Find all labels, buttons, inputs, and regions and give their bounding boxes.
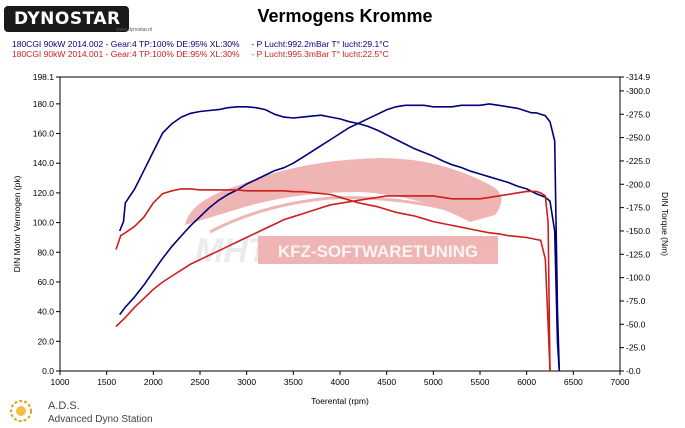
y2-tick-label: -250.0 <box>626 133 650 143</box>
y2-tick-label: -100.0 <box>626 273 650 283</box>
series-line-torque-run2 <box>115 188 551 372</box>
x-tick-label: 4500 <box>377 377 396 387</box>
x-tick-label: 1000 <box>51 377 70 387</box>
run-info-2: 180CGI 90kW 2014.001 - Gear:4 TP:100% DE… <box>12 49 389 59</box>
footer-name: A.D.S. <box>48 400 80 412</box>
y-tick-label: 60.0 <box>37 277 54 287</box>
watermark-banner: KFZ-SOFTWARETUNING <box>278 242 478 261</box>
y2-tick-label: -125.0 <box>626 249 650 259</box>
chart-title: Vermogens Kromme <box>257 6 433 26</box>
x-tick-label: 1500 <box>97 377 116 387</box>
x-tick-label: 6000 <box>517 377 536 387</box>
y2-tick-label: -0.0 <box>626 366 641 376</box>
y-axis-right: -0.0 -25.0 -50.0 -75.0 -100.0 -125.0 -150.0 -17… <box>620 72 650 376</box>
watermark: MHT <box>185 158 502 270</box>
y-axis-label-right: DIN Torque (Nm) <box>660 192 670 256</box>
y-tick-label: 100.0 <box>33 218 55 228</box>
y2-tick-label: -175.0 <box>626 203 650 213</box>
x-tick-label: 2500 <box>191 377 210 387</box>
x-axis-label: Toerental (rpm) <box>311 396 369 406</box>
plot-area <box>59 76 621 372</box>
x-tick-label: 5500 <box>471 377 490 387</box>
y2-tick-label: -150.0 <box>626 226 650 236</box>
dynostar-logo: DYNOSTAR <box>4 6 129 32</box>
y-tick-label: 20.0 <box>37 336 54 346</box>
series-group <box>115 103 561 372</box>
x-tick-label: 4000 <box>331 377 350 387</box>
y2-tick-label: -275.0 <box>626 109 650 119</box>
y2-tick-label: -50.0 <box>626 319 646 329</box>
y-tick-label: 198.1 <box>33 72 55 82</box>
series-line-torque-run1 <box>118 106 561 372</box>
y2-tick-label: -225.0 <box>626 156 650 166</box>
y-tick-label: 160.0 <box>33 129 55 139</box>
x-tick-label: 3500 <box>284 377 303 387</box>
y2-tick-label: -300.0 <box>626 86 650 96</box>
x-tick-label: 2000 <box>144 377 163 387</box>
y-tick-label: 140.0 <box>33 158 55 168</box>
logo-subtext: www.dynostar.nl <box>116 27 153 33</box>
watermark-brand: MHT <box>195 232 272 270</box>
watermark-car-icon <box>185 158 502 225</box>
y-axis-left: 0.0 20.0 40.0 60.0 80.0 100.0 120.0 140.0 160.0 1… <box>33 72 60 376</box>
x-tick-label: 3000 <box>237 377 256 387</box>
x-tick-label: 5000 <box>424 377 443 387</box>
y2-tick-label: -75.0 <box>626 296 646 306</box>
x-tick-label: 6500 <box>564 377 583 387</box>
series-line-power-run2 <box>115 190 551 372</box>
y-tick-label: 0.0 <box>42 366 54 376</box>
ads-logo-icon <box>10 400 32 422</box>
y2-tick-label: -314.9 <box>626 72 650 82</box>
y-tick-label: 80.0 <box>37 247 54 257</box>
x-tick-label: 7000 <box>611 377 630 387</box>
footer-subtitle: Advanced Dyno Station <box>48 414 153 425</box>
y-axis-label-left: DIN Motor Vermogen (pk) <box>12 175 22 272</box>
y-tick-label: 40.0 <box>37 307 54 317</box>
x-axis: 1000 1500 2000 2500 3000 3500 4000 4500 5000 5500… <box>51 371 630 387</box>
run-info-1: 180CGI 90kW 2014.002 - Gear:4 TP:100% DE… <box>12 39 389 49</box>
y2-tick-label: -200.0 <box>626 179 650 189</box>
y-tick-label: 180.0 <box>33 99 55 109</box>
y2-tick-label: -25.0 <box>626 343 646 353</box>
y-tick-label: 120.0 <box>33 188 55 198</box>
